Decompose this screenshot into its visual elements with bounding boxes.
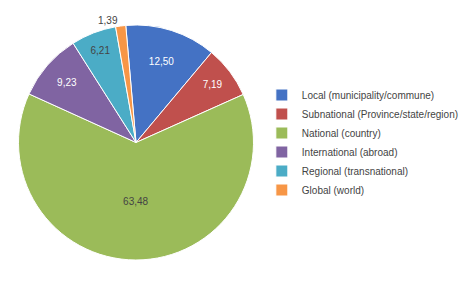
svg-text:6,21: 6,21 bbox=[90, 45, 110, 56]
svg-text:12,50: 12,50 bbox=[149, 56, 174, 67]
svg-text:Local (municipality/commune): Local (municipality/commune) bbox=[302, 90, 434, 101]
svg-text:9,23: 9,23 bbox=[57, 77, 77, 88]
svg-text:7,19: 7,19 bbox=[203, 79, 223, 90]
svg-text:National (country): National (country) bbox=[302, 128, 381, 139]
svg-text:63,48: 63,48 bbox=[123, 196, 148, 207]
svg-text:1,39: 1,39 bbox=[98, 15, 118, 26]
svg-text:Regional (transnational): Regional (transnational) bbox=[302, 166, 408, 177]
svg-text:Global (world): Global (world) bbox=[302, 185, 364, 196]
svg-text:Subnational (Province/state/re: Subnational (Province/state/region) bbox=[302, 109, 458, 120]
svg-text:International (abroad): International (abroad) bbox=[302, 147, 398, 158]
